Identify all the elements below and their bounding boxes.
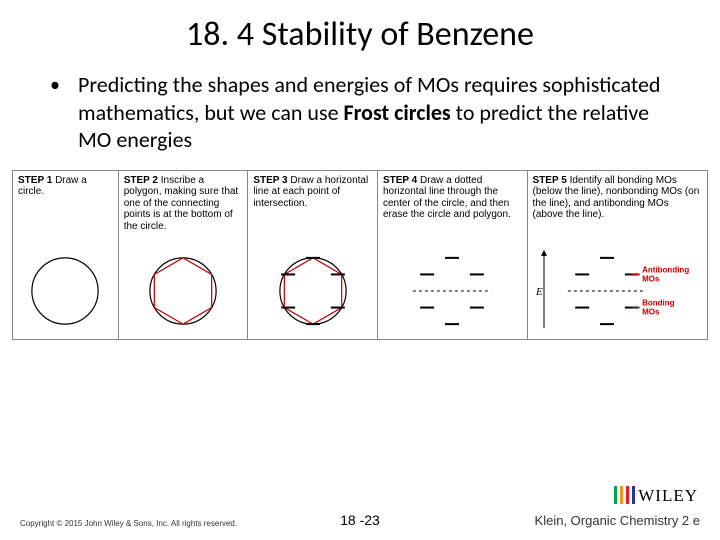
svg-text:E: E <box>535 286 543 298</box>
bullet-marker: • <box>50 71 78 154</box>
wiley-bar <box>614 486 617 504</box>
step-cell-2: STEP 2 Inscribe a polygon, making sure t… <box>119 171 249 339</box>
step-cell-5: STEP 5 Identify all bonding MOs (below t… <box>528 171 707 339</box>
step-head: STEP 5 <box>533 175 570 186</box>
svg-text:Antibonding: Antibonding <box>642 265 689 274</box>
step-head: STEP 3 <box>253 175 290 186</box>
step-diagram <box>119 247 248 335</box>
bullet-text: Predicting the shapes and energies of MO… <box>78 71 670 154</box>
step-diagram: EAntibondingMOsBondingMOs <box>528 247 707 335</box>
wiley-bar <box>626 486 629 504</box>
step-diagram <box>13 247 118 335</box>
step-cell-1: STEP 1 Draw a circle. <box>13 171 119 339</box>
steps-table: STEP 1 Draw a circle.STEP 2 Inscribe a p… <box>12 170 708 340</box>
step-head: STEP 1 <box>18 175 55 186</box>
bullet-bold: Frost circles <box>344 99 451 126</box>
svg-text:MOs: MOs <box>642 274 660 283</box>
footer: Copyright © 2015 John Wiley & Sons, Inc.… <box>0 508 720 528</box>
wiley-logo: WILEY <box>614 486 698 506</box>
step-cell-3: STEP 3 Draw a horizontal line at each po… <box>248 171 378 339</box>
svg-text:Bonding: Bonding <box>642 298 675 307</box>
step-diagram <box>248 247 377 335</box>
book-ref: Klein, Organic Chemistry 2 e <box>535 513 700 528</box>
step-head: STEP 2 <box>124 175 161 186</box>
step-diagram <box>378 247 527 335</box>
wiley-bar <box>620 486 623 504</box>
slide-title: 18. 4 Stability of Benzene <box>0 0 720 63</box>
svg-text:MOs: MOs <box>642 307 660 316</box>
step-cell-4: STEP 4 Draw a dotted horizontal line thr… <box>378 171 528 339</box>
wiley-bar <box>632 486 635 504</box>
step-head: STEP 4 <box>383 175 420 186</box>
wiley-text: WILEY <box>638 486 698 505</box>
page-number: 18 -23 <box>340 512 380 528</box>
copyright: Copyright © 2015 John Wiley & Sons, Inc.… <box>20 519 237 528</box>
bullet-item: • Predicting the shapes and energies of … <box>0 63 720 158</box>
